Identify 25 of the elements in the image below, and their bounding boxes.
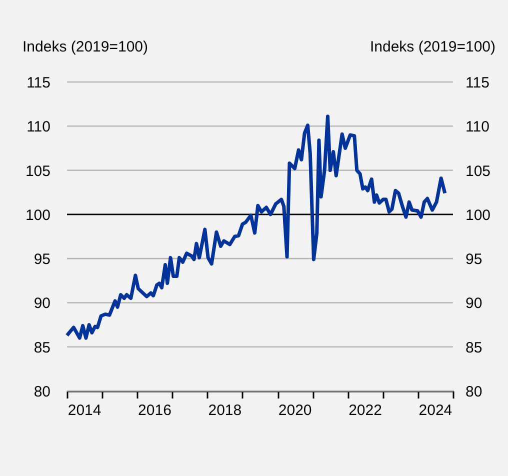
y-axis-title: Indeks (2019=100) <box>22 38 148 56</box>
y2-tick-label: 80 <box>466 384 482 400</box>
y2-tick-label: 85 <box>466 339 482 356</box>
y-tick-label: 95 <box>34 251 50 268</box>
x-tick-label: 2020 <box>278 402 312 419</box>
x-tick-label: 2016 <box>138 402 172 419</box>
y-tick-label: 80 <box>34 384 50 400</box>
y2-tick-label: 105 <box>466 162 491 180</box>
line-series <box>65 114 447 340</box>
y-tick-label: 90 <box>34 295 50 312</box>
y-tick-label: 115 <box>26 74 50 92</box>
y2-tick-label: 110 <box>466 118 490 136</box>
y2-tick-label: 95 <box>466 251 482 268</box>
x-tick-label: 2022 <box>348 402 382 419</box>
y2-tick-label: 90 <box>466 295 482 312</box>
x-tick-label: 2014 <box>68 402 102 419</box>
y-tick-label: 110 <box>26 118 50 136</box>
y-tick-label: 105 <box>25 162 50 180</box>
y2-tick-label: 100 <box>466 206 491 224</box>
y-tick-label: 100 <box>25 206 50 224</box>
x-tick-label: 2018 <box>208 402 242 419</box>
x-tick-label: 2024 <box>418 402 452 419</box>
y2-tick-label: 115 <box>466 74 490 92</box>
y-tick-label: 85 <box>34 339 50 356</box>
y2-axis-title: Indeks (2019=100) <box>370 38 496 56</box>
